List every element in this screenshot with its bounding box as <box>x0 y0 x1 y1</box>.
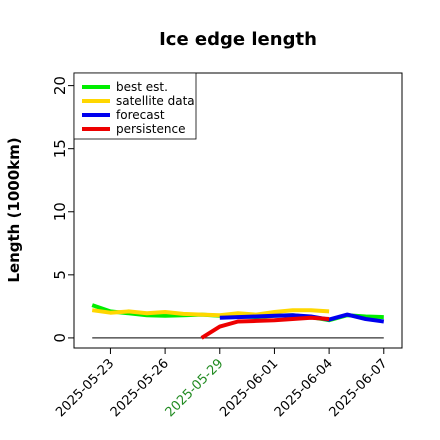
x-axis: 2025-05-232025-05-262025-05-292025-06-01… <box>53 348 391 420</box>
series-line-satellite-data <box>91 308 330 318</box>
y-tick-label: 15 <box>51 139 69 158</box>
y-tick-label: 20 <box>51 76 69 95</box>
series-layer <box>91 303 385 340</box>
series-line-forecast <box>219 312 385 324</box>
y-tick-label: 10 <box>51 202 69 221</box>
plot-area <box>73 72 403 349</box>
legend-label: persistence <box>116 122 185 136</box>
y-axis-label: Length (1000km) <box>5 137 23 282</box>
y-tick-label: 5 <box>51 270 69 280</box>
legend: best est.satellite dataforecastpersisten… <box>73 72 197 140</box>
y-tick-label: 0 <box>51 333 69 343</box>
series-line-persistence <box>200 315 330 340</box>
x-tick-label: 2025-06-07 <box>327 356 391 420</box>
legend-label: forecast <box>116 108 165 122</box>
chart-title: Ice edge length <box>159 29 317 50</box>
legend-label: best est. <box>116 80 168 94</box>
y-axis: 0 5 10 15 20 <box>51 76 74 343</box>
legend-label: satellite data <box>116 94 195 108</box>
